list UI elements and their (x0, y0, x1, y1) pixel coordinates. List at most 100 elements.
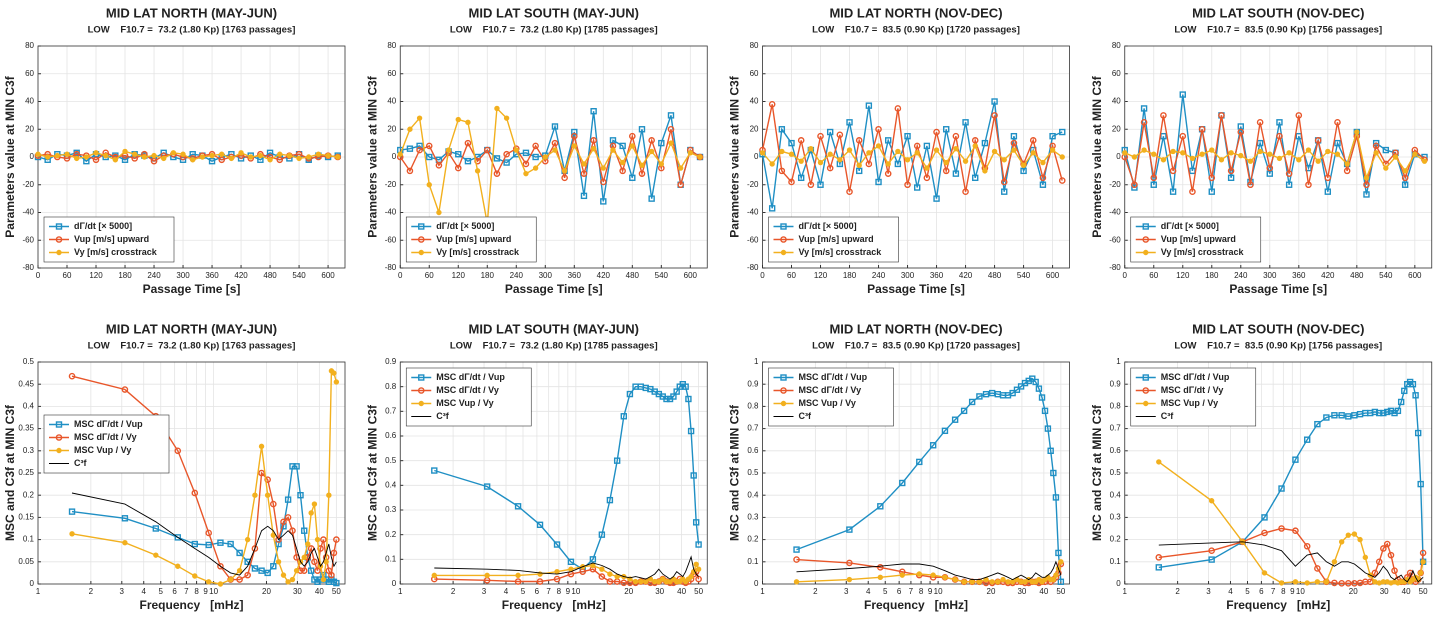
marker (1208, 556, 1215, 563)
x-tick-label: 40 (1402, 587, 1411, 596)
x-tick-label: 7 (184, 587, 189, 596)
marker (1266, 164, 1274, 172)
marker (1155, 564, 1162, 571)
marker (607, 571, 613, 577)
x-tick-label: 3 (1206, 587, 1211, 596)
marker (170, 150, 177, 156)
marker (1397, 398, 1405, 406)
marker (325, 152, 331, 159)
marker (1392, 154, 1399, 160)
marker (1039, 174, 1047, 182)
x-tick-label: 600 (684, 271, 698, 280)
marker (93, 150, 99, 156)
marker (297, 492, 304, 499)
marker (894, 105, 902, 112)
y-axis-label: Parameters value at MIN C3f (365, 75, 379, 237)
marker (606, 496, 614, 504)
marker (610, 147, 616, 153)
y-tick-label: 0.9 (1110, 379, 1122, 388)
marker (1020, 162, 1027, 169)
marker (426, 182, 432, 188)
marker (1303, 542, 1311, 550)
x-tick-label: 6 (1259, 587, 1264, 596)
marker (483, 146, 491, 154)
marker (632, 578, 639, 585)
x-tick-label: 600 (321, 271, 335, 280)
marker (431, 572, 437, 579)
marker (553, 541, 561, 548)
legend-label: MSC Vup / Vy (1161, 398, 1218, 408)
marker (933, 128, 940, 136)
marker (416, 142, 423, 150)
marker (991, 148, 998, 155)
x-tick-label: 4 (1228, 587, 1233, 596)
x-tick-label: 300 (539, 271, 553, 280)
x-tick-label: 20 (987, 587, 996, 596)
marker (1383, 540, 1391, 548)
x-tick-label: 20 (624, 587, 633, 596)
marker (865, 102, 873, 109)
y-tick-label: 0.9 (385, 357, 397, 366)
y-tick-label: -20 (22, 180, 34, 189)
marker (846, 526, 853, 533)
marker (793, 556, 800, 563)
y-tick-label: -80 (385, 263, 397, 272)
y-tick-label: 0.2 (1110, 535, 1122, 544)
marker (682, 383, 689, 390)
marker (1363, 175, 1370, 181)
marker (244, 536, 251, 543)
marker (174, 534, 181, 541)
x-tick-label: 7 (909, 587, 914, 596)
marker (68, 508, 76, 515)
marker (638, 126, 646, 133)
marker (1010, 139, 1018, 147)
x-tick-label: 300 (176, 271, 190, 280)
x-tick-label: 50 (1056, 587, 1065, 596)
y-tick-label: -40 (385, 208, 397, 217)
x-tick-label: 9 (566, 587, 571, 596)
marker (885, 161, 891, 167)
marker (1169, 188, 1177, 195)
marker (982, 168, 988, 174)
x-tick-label: 0 (1123, 271, 1128, 280)
x-tick-label: 30 (655, 587, 664, 596)
marker (1276, 132, 1283, 140)
marker (941, 427, 949, 435)
marker (1345, 580, 1352, 587)
marker (320, 576, 327, 583)
marker (1387, 551, 1395, 559)
marker (121, 156, 129, 163)
marker (335, 154, 341, 160)
marker (1406, 569, 1414, 577)
marker (1058, 177, 1066, 184)
marker (1050, 576, 1057, 583)
marker (397, 151, 403, 157)
marker (995, 579, 1001, 585)
x-tick-label: 7 (1271, 587, 1276, 596)
x-tick-label: 40 (677, 587, 686, 596)
marker (780, 400, 787, 407)
y-tick-label: 1 (754, 357, 759, 366)
marker (1354, 129, 1360, 135)
marker (55, 223, 63, 230)
marker (238, 150, 244, 156)
x-tick-label: 420 (1321, 271, 1335, 280)
marker (952, 132, 960, 140)
marker (285, 579, 291, 585)
x-tick-label: 1 (398, 587, 403, 596)
marker (1170, 148, 1176, 155)
marker (1394, 407, 1402, 415)
marker (1331, 412, 1338, 419)
series-line (796, 560, 1062, 581)
marker (1150, 174, 1158, 182)
y-tick-label: 0.5 (385, 456, 397, 465)
marker (619, 159, 626, 166)
marker (989, 579, 995, 585)
marker (300, 567, 308, 574)
marker (553, 575, 561, 583)
y-tick-label: -20 (747, 180, 759, 189)
x-tick-label: 4 (142, 587, 147, 596)
x-tick-label: 240 (510, 271, 524, 280)
marker (1278, 525, 1285, 532)
